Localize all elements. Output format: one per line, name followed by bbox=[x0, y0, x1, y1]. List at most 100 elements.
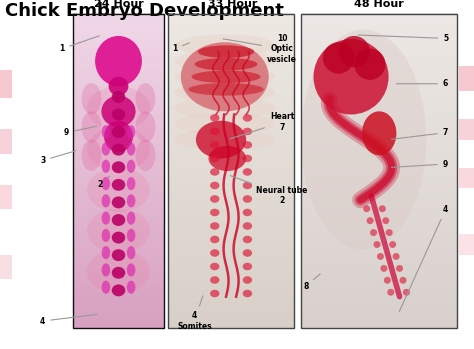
Ellipse shape bbox=[127, 142, 136, 156]
Ellipse shape bbox=[210, 195, 219, 203]
Ellipse shape bbox=[174, 50, 275, 72]
Ellipse shape bbox=[127, 160, 136, 173]
Ellipse shape bbox=[210, 182, 219, 189]
Ellipse shape bbox=[387, 289, 394, 296]
Ellipse shape bbox=[198, 45, 255, 58]
Ellipse shape bbox=[210, 141, 219, 149]
Ellipse shape bbox=[243, 249, 252, 257]
Bar bbox=[459, 234, 474, 255]
Ellipse shape bbox=[243, 182, 252, 189]
Bar bbox=[0, 255, 12, 279]
Ellipse shape bbox=[101, 160, 110, 173]
Ellipse shape bbox=[127, 211, 136, 225]
Ellipse shape bbox=[101, 142, 110, 156]
Ellipse shape bbox=[354, 49, 385, 80]
Ellipse shape bbox=[87, 86, 150, 130]
Ellipse shape bbox=[389, 241, 396, 248]
Ellipse shape bbox=[174, 129, 275, 151]
Ellipse shape bbox=[210, 222, 219, 230]
Ellipse shape bbox=[82, 140, 101, 171]
Text: Neural tube
2: Neural tube 2 bbox=[230, 176, 308, 205]
Bar bbox=[0, 129, 12, 154]
Text: 48 Hour: 48 Hour bbox=[355, 0, 404, 9]
Ellipse shape bbox=[243, 128, 252, 135]
Ellipse shape bbox=[112, 126, 125, 138]
Ellipse shape bbox=[82, 83, 101, 114]
Ellipse shape bbox=[370, 229, 377, 236]
Bar bbox=[0, 185, 12, 209]
Ellipse shape bbox=[109, 77, 128, 96]
Ellipse shape bbox=[362, 111, 396, 155]
Ellipse shape bbox=[112, 267, 125, 279]
Ellipse shape bbox=[95, 36, 142, 86]
Bar bbox=[301, 14, 457, 328]
Ellipse shape bbox=[382, 217, 389, 224]
Ellipse shape bbox=[101, 211, 110, 225]
Ellipse shape bbox=[101, 177, 110, 190]
Ellipse shape bbox=[188, 83, 264, 96]
Ellipse shape bbox=[210, 155, 219, 162]
Ellipse shape bbox=[127, 263, 136, 276]
Text: 24 Hour: 24 Hour bbox=[94, 0, 143, 9]
Ellipse shape bbox=[210, 209, 219, 216]
Ellipse shape bbox=[210, 236, 219, 243]
Text: 2: 2 bbox=[97, 176, 109, 190]
Bar bbox=[459, 168, 474, 188]
Ellipse shape bbox=[112, 179, 125, 191]
Ellipse shape bbox=[112, 214, 125, 226]
Ellipse shape bbox=[112, 109, 125, 120]
Text: 10
Optic
vesicle: 10 Optic vesicle bbox=[223, 34, 297, 64]
Ellipse shape bbox=[82, 111, 101, 143]
Ellipse shape bbox=[181, 42, 269, 111]
Ellipse shape bbox=[210, 128, 219, 135]
Ellipse shape bbox=[112, 249, 125, 261]
Ellipse shape bbox=[313, 39, 389, 114]
Bar bbox=[168, 14, 294, 328]
Ellipse shape bbox=[101, 125, 110, 138]
Ellipse shape bbox=[380, 265, 387, 272]
Ellipse shape bbox=[136, 83, 155, 114]
Ellipse shape bbox=[174, 97, 275, 119]
Ellipse shape bbox=[101, 194, 110, 207]
Ellipse shape bbox=[301, 30, 426, 250]
Text: 6: 6 bbox=[396, 79, 448, 88]
Ellipse shape bbox=[243, 263, 252, 270]
Ellipse shape bbox=[363, 205, 370, 212]
Ellipse shape bbox=[174, 82, 275, 104]
Ellipse shape bbox=[101, 281, 110, 294]
Ellipse shape bbox=[101, 263, 110, 276]
Text: 1: 1 bbox=[59, 36, 99, 53]
Ellipse shape bbox=[112, 284, 125, 296]
Ellipse shape bbox=[127, 194, 136, 207]
Ellipse shape bbox=[101, 229, 110, 242]
Text: 5: 5 bbox=[358, 34, 448, 43]
Ellipse shape bbox=[366, 217, 374, 224]
Ellipse shape bbox=[112, 196, 125, 208]
Ellipse shape bbox=[243, 141, 252, 149]
Ellipse shape bbox=[127, 281, 136, 294]
Text: 9: 9 bbox=[392, 159, 448, 169]
Text: 7: 7 bbox=[392, 128, 448, 139]
Ellipse shape bbox=[112, 91, 125, 103]
Ellipse shape bbox=[196, 121, 246, 158]
Ellipse shape bbox=[191, 70, 261, 83]
Ellipse shape bbox=[243, 155, 252, 162]
Ellipse shape bbox=[87, 250, 150, 294]
Ellipse shape bbox=[384, 277, 391, 284]
Ellipse shape bbox=[243, 168, 252, 176]
Ellipse shape bbox=[392, 253, 400, 260]
Ellipse shape bbox=[210, 249, 219, 257]
Text: 3: 3 bbox=[40, 151, 75, 165]
Ellipse shape bbox=[243, 209, 252, 216]
Bar bbox=[73, 14, 164, 328]
Text: 4: 4 bbox=[399, 205, 448, 312]
Ellipse shape bbox=[127, 229, 136, 242]
Ellipse shape bbox=[374, 241, 381, 248]
Bar bbox=[459, 66, 474, 91]
Ellipse shape bbox=[210, 114, 219, 122]
Ellipse shape bbox=[403, 289, 410, 296]
Ellipse shape bbox=[174, 66, 275, 88]
Ellipse shape bbox=[209, 146, 246, 171]
Text: 8: 8 bbox=[303, 274, 320, 291]
Ellipse shape bbox=[101, 96, 136, 127]
